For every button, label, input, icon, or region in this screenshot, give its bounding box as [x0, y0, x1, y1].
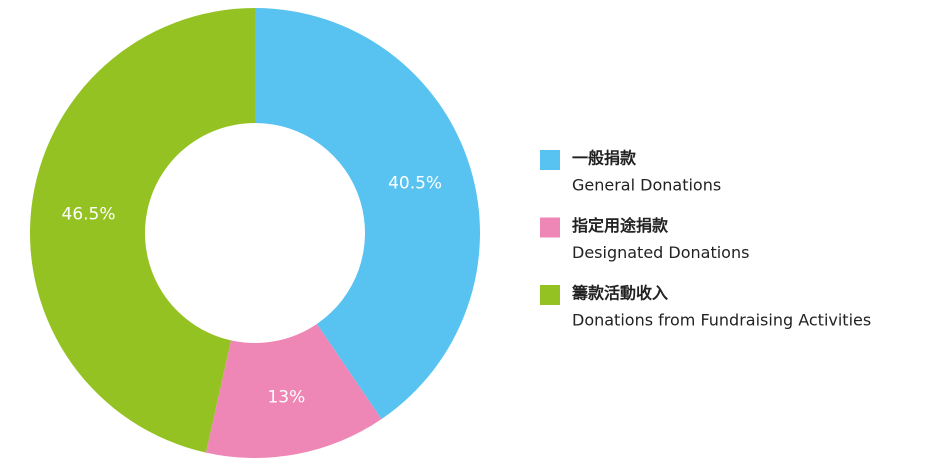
- legend-label: 指定用途捐款: [572, 216, 669, 235]
- donut-slice: [29, 8, 255, 453]
- legend-label: 籌款活動收入: [572, 284, 668, 303]
- value-label: 40.5%: [388, 174, 442, 194]
- legend-swatch: [540, 150, 560, 170]
- donut-slice: [255, 8, 481, 420]
- value-label: 13%: [267, 388, 305, 408]
- legend-label-en: Donations from Fundraising Activities: [572, 311, 871, 330]
- legend-swatch: [540, 285, 560, 305]
- legend-swatch: [540, 217, 560, 238]
- value-label: 46.5%: [62, 205, 116, 225]
- donut-slice: [205, 323, 382, 458]
- legend-label-en: Designated Donations: [572, 243, 749, 262]
- legend-label-en: General Donations: [572, 176, 721, 195]
- legend-label: 一般捐款: [572, 149, 637, 168]
